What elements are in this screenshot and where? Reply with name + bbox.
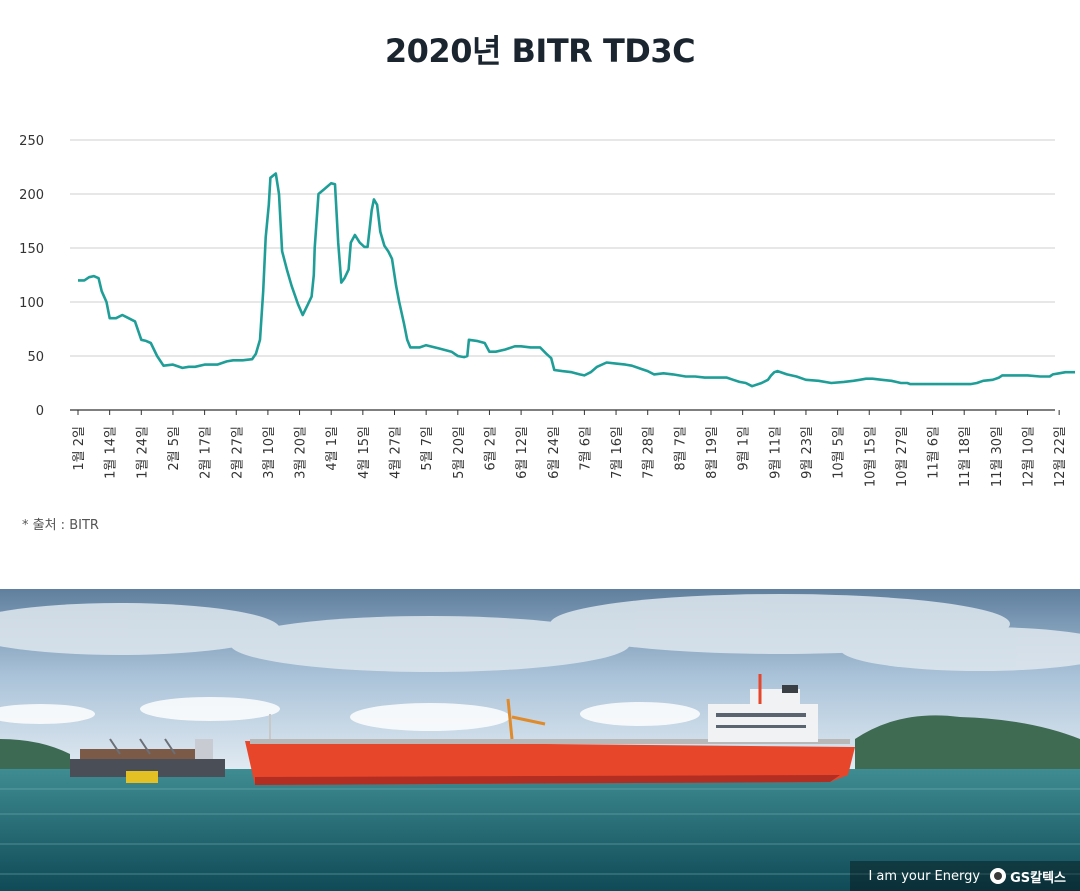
x-tick-label: 4월 15일 bbox=[357, 426, 372, 479]
brand-bar: I am your Energy GS칼텍스 bbox=[850, 861, 1080, 891]
x-tick-label: 10월 15일 bbox=[863, 426, 878, 487]
y-axis: 0 50 100 150 200 250 bbox=[19, 134, 44, 419]
chart-series bbox=[78, 172, 1075, 388]
y-tick-label: 250 bbox=[19, 134, 44, 149]
x-tick-label: 9월 11일 bbox=[768, 426, 783, 479]
page-title: 2020년 BITR TD3C bbox=[384, 32, 696, 70]
y-tick-label: 50 bbox=[27, 350, 44, 365]
x-tick-label: 2월 17일 bbox=[199, 426, 214, 479]
x-tick-label: 7월 6일 bbox=[578, 426, 593, 471]
x-tick-label: 7월 16일 bbox=[610, 426, 625, 479]
chart-grid bbox=[70, 139, 1055, 411]
x-tick-label: 1월 2일 bbox=[72, 426, 87, 471]
x-tick-label: 12월 10일 bbox=[1022, 426, 1037, 487]
x-tick-label: 12월 22일 bbox=[1053, 426, 1068, 487]
oil-tanker bbox=[245, 674, 855, 785]
x-tick-label: 8월 19일 bbox=[705, 426, 720, 479]
x-tick-label: 1월 14일 bbox=[104, 426, 119, 479]
gs-logo-icon bbox=[990, 868, 1007, 884]
clouds bbox=[0, 594, 1080, 731]
x-tick-label: 2월 27일 bbox=[230, 426, 245, 479]
tanker-photo: I am your Energy GS칼텍스 bbox=[0, 589, 1080, 891]
source-note: * 출처 : BITR bbox=[22, 518, 99, 533]
line-chart: 0 50 100 150 200 250 1월 2일 1월 14일 1월 24일 2월 5일 2월… bbox=[19, 134, 1075, 487]
x-tick-label: 4월 27일 bbox=[389, 426, 404, 479]
x-tick-label: 9월 23일 bbox=[800, 426, 815, 479]
x-tick-label: 8월 7일 bbox=[673, 426, 688, 471]
x-tick-label: 3월 20일 bbox=[294, 426, 309, 479]
y-tick-label: 0 bbox=[36, 404, 44, 419]
y-tick-label: 150 bbox=[19, 242, 44, 257]
x-tick-label: 1월 24일 bbox=[135, 426, 150, 479]
x-tick-label: 11월 6일 bbox=[927, 426, 942, 479]
brand-slogan: I am your Energy bbox=[868, 868, 981, 884]
y-tick-label: 200 bbox=[19, 188, 44, 203]
x-tick-label: 2월 5일 bbox=[167, 426, 182, 471]
x-tick-label: 7월 28일 bbox=[642, 426, 657, 479]
bulk-carrier bbox=[70, 738, 225, 777]
x-tick-label: 5월 7일 bbox=[420, 426, 435, 471]
x-tick-label: 9월 1일 bbox=[737, 426, 752, 471]
brand-name: GS칼텍스 bbox=[1010, 870, 1066, 886]
x-tick-label: 10월 27일 bbox=[895, 426, 910, 487]
brand-logo: GS칼텍스 bbox=[990, 867, 1066, 886]
x-tick-label: 6월 24일 bbox=[547, 426, 562, 479]
x-tick-label: 4월 1일 bbox=[325, 426, 340, 471]
ship-illustration bbox=[0, 589, 1080, 891]
x-tick-label: 11월 30일 bbox=[990, 426, 1005, 487]
x-tick-label: 3월 10일 bbox=[262, 426, 277, 479]
x-tick-label: 6월 2일 bbox=[483, 426, 498, 471]
series-line bbox=[78, 172, 1075, 388]
x-tick-label: 6월 12일 bbox=[515, 426, 530, 479]
y-tick-label: 100 bbox=[19, 296, 44, 311]
x-axis: 1월 2일 1월 14일 1월 24일 2월 5일 2월 17일 2월 27일 3월 10일… bbox=[72, 410, 1068, 487]
x-tick-label: 5월 20일 bbox=[452, 426, 467, 479]
x-tick-label: 10월 5일 bbox=[832, 426, 847, 479]
x-tick-label: 11월 18일 bbox=[958, 426, 973, 487]
